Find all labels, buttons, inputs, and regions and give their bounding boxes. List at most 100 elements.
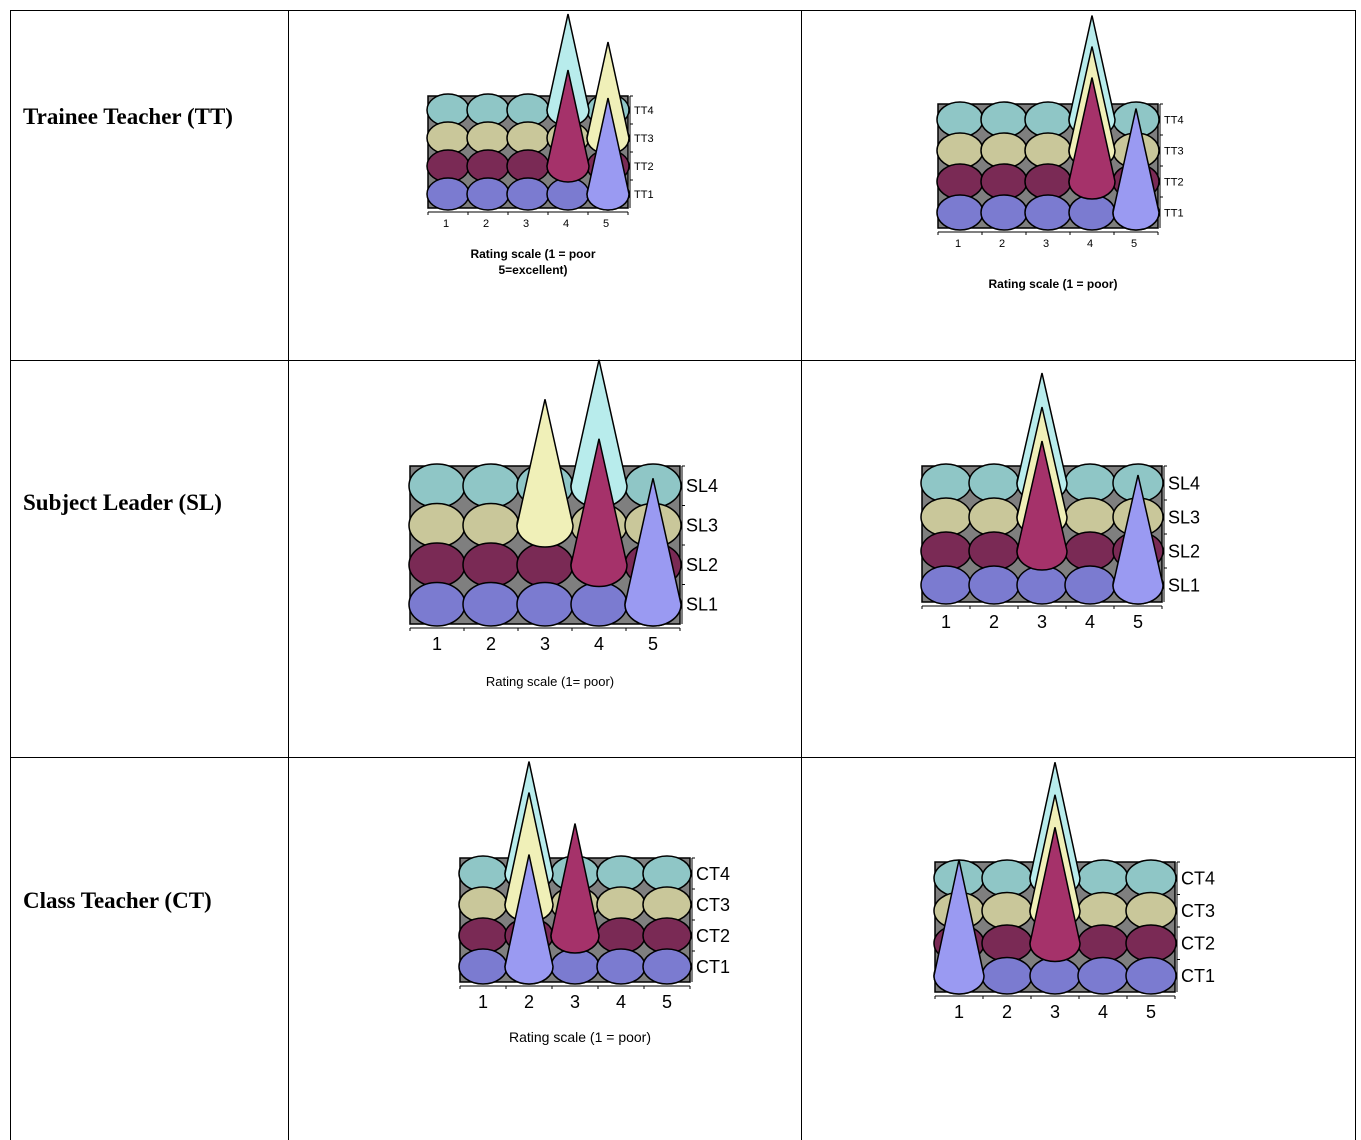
base-ellipse: [982, 860, 1032, 897]
base-ellipse: [463, 504, 519, 548]
base-ellipse: [1126, 958, 1176, 995]
base-ellipse: [459, 918, 507, 953]
series-label: CT1: [1181, 966, 1215, 986]
x-tick-label: 3: [540, 634, 550, 654]
base-ellipse: [921, 464, 971, 502]
base-ellipse: [459, 887, 507, 922]
base-ellipse: [1025, 164, 1071, 199]
base-ellipse: [507, 122, 549, 154]
x-tick-label: 2: [483, 218, 489, 230]
base-ellipse: [981, 133, 1027, 168]
base-ellipse: [571, 583, 627, 627]
base-ellipse: [597, 887, 645, 922]
chart-ct-right: CT1 CT2 CT3 CT4 1 2 3 4 5: [925, 780, 1225, 1020]
chart-tt-right: TT1 TT2 TT3 TT4 1 2 3 4 5 Rating scale (1 = poor): [920, 52, 1180, 302]
chart-ct-left: CT1 CT2 CT3 CT4 1 2 3 4 5 Rating scale (1 = poor): [450, 780, 750, 1080]
base-ellipse: [1065, 498, 1115, 536]
base-ellipse: [551, 949, 599, 984]
base-ellipse: [1030, 958, 1080, 995]
x-tick-label: 4: [563, 218, 569, 230]
x-axis-title: Rating scale (1 = poor): [509, 1029, 651, 1045]
base-ellipse: [467, 178, 509, 210]
base-ellipse: [463, 583, 519, 627]
base-ellipse: [507, 178, 549, 210]
chart-sl-right: SL1SL2SL3SL41 2 3 4 5: [910, 408, 1250, 648]
table-border-right: [1355, 10, 1356, 1140]
series-label: CT3: [696, 895, 730, 915]
base-ellipse: [1126, 860, 1176, 897]
series-label: CT4: [1181, 869, 1215, 889]
series-label: TT1: [1164, 207, 1184, 219]
base-ellipse: [921, 566, 971, 604]
base-ellipse: [459, 856, 507, 891]
x-tick-label: 1: [432, 634, 442, 654]
x-tick-label: 1: [443, 218, 449, 230]
base-ellipse: [981, 102, 1027, 137]
x-tick-label: 3: [1037, 612, 1047, 632]
x-tick-label: 3: [570, 992, 580, 1012]
series-label: SL1: [1168, 575, 1200, 595]
base-ellipse: [1065, 566, 1115, 604]
base-ellipse: [1069, 195, 1115, 230]
series-label: TT4: [634, 105, 654, 117]
x-axis-title: Rating scale (1 = poor: [470, 247, 595, 261]
x-tick-label: 2: [524, 992, 534, 1012]
base-ellipse: [982, 925, 1032, 962]
series-label: TT2: [1164, 176, 1184, 188]
base-ellipse: [921, 498, 971, 536]
base-ellipse: [981, 164, 1027, 199]
base-ellipse: [467, 94, 509, 126]
base-ellipse: [427, 178, 469, 210]
series-label: TT3: [1164, 145, 1184, 157]
base-ellipse: [409, 464, 465, 508]
base-ellipse: [969, 464, 1019, 502]
base-ellipse: [507, 150, 549, 182]
base-ellipse: [517, 583, 573, 627]
x-tick-label: 3: [1043, 238, 1049, 250]
base-ellipse: [1078, 925, 1128, 962]
base-ellipse: [1078, 958, 1128, 995]
base-ellipse: [1078, 893, 1128, 930]
x-tick-label: 5: [648, 634, 658, 654]
series-label: SL2: [1168, 541, 1200, 561]
series-label: SL2: [686, 555, 718, 575]
base-ellipse: [643, 949, 691, 984]
base-ellipse: [1126, 893, 1176, 930]
x-tick-label: 2: [999, 238, 1005, 250]
table-divider-col2: [801, 10, 802, 1140]
series-label: SL1: [686, 595, 718, 615]
base-ellipse: [1025, 133, 1071, 168]
series-label: SL4: [1168, 473, 1200, 493]
base-ellipse: [409, 583, 465, 627]
table-divider-row2: [10, 757, 1356, 758]
series-label: CT3: [1181, 901, 1215, 921]
base-ellipse: [409, 504, 465, 548]
x-tick-label: 1: [954, 1002, 964, 1022]
base-ellipse: [517, 543, 573, 587]
base-ellipse: [467, 150, 509, 182]
chart-sl-left: SL1 SL2 SL3 SL4 1 2 3 4 5 Rating scale (1= poor): [400, 408, 740, 708]
x-tick-label: 2: [1002, 1002, 1012, 1022]
base-ellipse: [427, 150, 469, 182]
table-border-top: [10, 10, 1356, 11]
base-ellipse: [643, 887, 691, 922]
x-tick-label: 1: [955, 238, 961, 250]
x-tick-label: 4: [1087, 238, 1093, 250]
x-tick-label: 5: [1131, 238, 1137, 250]
base-ellipse: [1025, 102, 1071, 137]
x-tick-label: 4: [1085, 612, 1095, 632]
table-divider-row1: [10, 360, 1356, 361]
x-tick-label: 1: [941, 612, 951, 632]
series-label: TT4: [1164, 114, 1184, 126]
base-ellipse: [597, 949, 645, 984]
base-ellipse: [981, 195, 1027, 230]
base-ellipse: [937, 102, 983, 137]
base-ellipse: [937, 164, 983, 199]
series-label: TT2: [634, 161, 654, 173]
base-ellipse: [969, 498, 1019, 536]
base-ellipse: [1017, 566, 1067, 604]
x-tick-label: 2: [486, 634, 496, 654]
x-tick-label: 4: [616, 992, 626, 1012]
base-ellipse: [1065, 532, 1115, 570]
base-ellipse: [1065, 464, 1115, 502]
